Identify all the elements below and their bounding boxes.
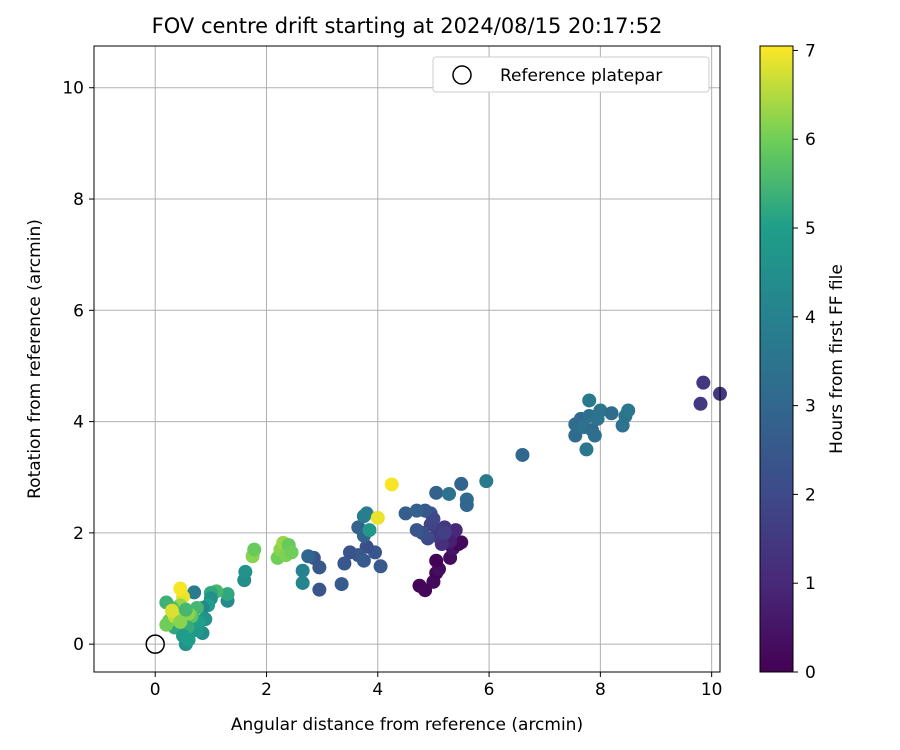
data-point [284,545,299,560]
data-point [301,549,316,564]
data-points [159,375,727,652]
x-tick-label: 8 [595,680,606,700]
data-point [437,525,452,540]
data-point [384,477,399,492]
x-tick-label: 6 [484,680,495,700]
data-point [696,375,711,390]
data-point [429,553,444,568]
data-point [454,535,469,550]
y-tick-label: 2 [73,524,84,544]
legend: Reference platepar [432,56,710,93]
data-point [359,506,374,521]
data-point [164,603,179,618]
data-point [362,523,377,538]
data-point [409,523,424,538]
data-point [448,523,463,538]
data-point [409,503,424,518]
data-point [693,396,708,411]
colorbar-tick-label: 5 [805,219,816,239]
data-point [398,506,413,521]
data-point [593,403,608,418]
data-point [582,393,597,408]
y-tick-label: 0 [73,635,84,655]
data-point [429,485,444,500]
data-point [181,632,196,647]
data-point [247,542,262,557]
colorbar-gradient [759,45,794,673]
data-point [604,406,619,421]
data-point [459,498,474,513]
y-tick-label: 4 [73,413,84,433]
data-point [515,447,530,462]
data-point [337,556,352,571]
data-point [173,614,188,629]
colorbar-tick-label: 4 [805,308,816,328]
legend-box [432,56,710,93]
data-point [579,442,594,457]
data-point [220,587,235,602]
x-tick-label: 10 [701,680,723,700]
y-tick-label: 6 [73,301,84,321]
data-point [370,510,385,525]
legend-entry-label: Reference platepar [500,66,662,86]
colorbar: 0 1 2 3 4 5 6 7 Hours from first FF file [759,41,847,683]
x-axis-label: Angular distance from reference (arcmin) [231,715,583,735]
colorbar-tick-label: 1 [805,574,816,594]
reference-marker [145,634,165,654]
data-point [587,428,602,443]
x-axis-ticks: 0 2 4 6 8 10 [150,672,723,700]
data-point [295,575,310,590]
data-point [187,585,202,600]
x-tick-label: 0 [150,680,161,700]
colorbar-tick-label: 7 [805,41,816,61]
data-point [373,559,388,574]
colorbar-label: Hours from first FF file [827,264,847,454]
colorbar-ticks: 0 1 2 3 4 5 6 7 [793,41,816,683]
plot-frame [93,45,721,673]
x-tick-label: 4 [372,680,383,700]
data-point [454,476,469,491]
data-point [442,486,457,501]
data-point [173,581,188,596]
legend-marker [452,65,472,85]
x-tick-label: 2 [261,680,272,700]
y-tick-label: 8 [73,190,84,210]
data-point [356,553,371,568]
colorbar-tick-label: 0 [805,663,816,683]
data-point [295,563,310,578]
data-point [178,602,193,617]
y-axis-label: Rotation from reference (arcmin) [25,219,45,499]
colorbar-tick-label: 2 [805,485,816,505]
data-point [312,582,327,597]
data-point [238,564,253,579]
colorbar-tick-label: 6 [805,130,816,150]
chart-title: FOV centre drift starting at 2024/08/15 … [152,14,663,38]
plot-area: 0 2 4 6 8 10 0 2 4 6 8 10 [62,45,727,700]
grid [94,46,720,672]
data-point [479,474,494,489]
data-point [621,403,636,418]
y-axis-ticks: 0 2 4 6 8 10 [62,79,94,655]
data-point [342,545,357,560]
data-point [334,577,349,592]
y-tick-label: 10 [62,79,84,99]
colorbar-tick-label: 3 [805,397,816,417]
